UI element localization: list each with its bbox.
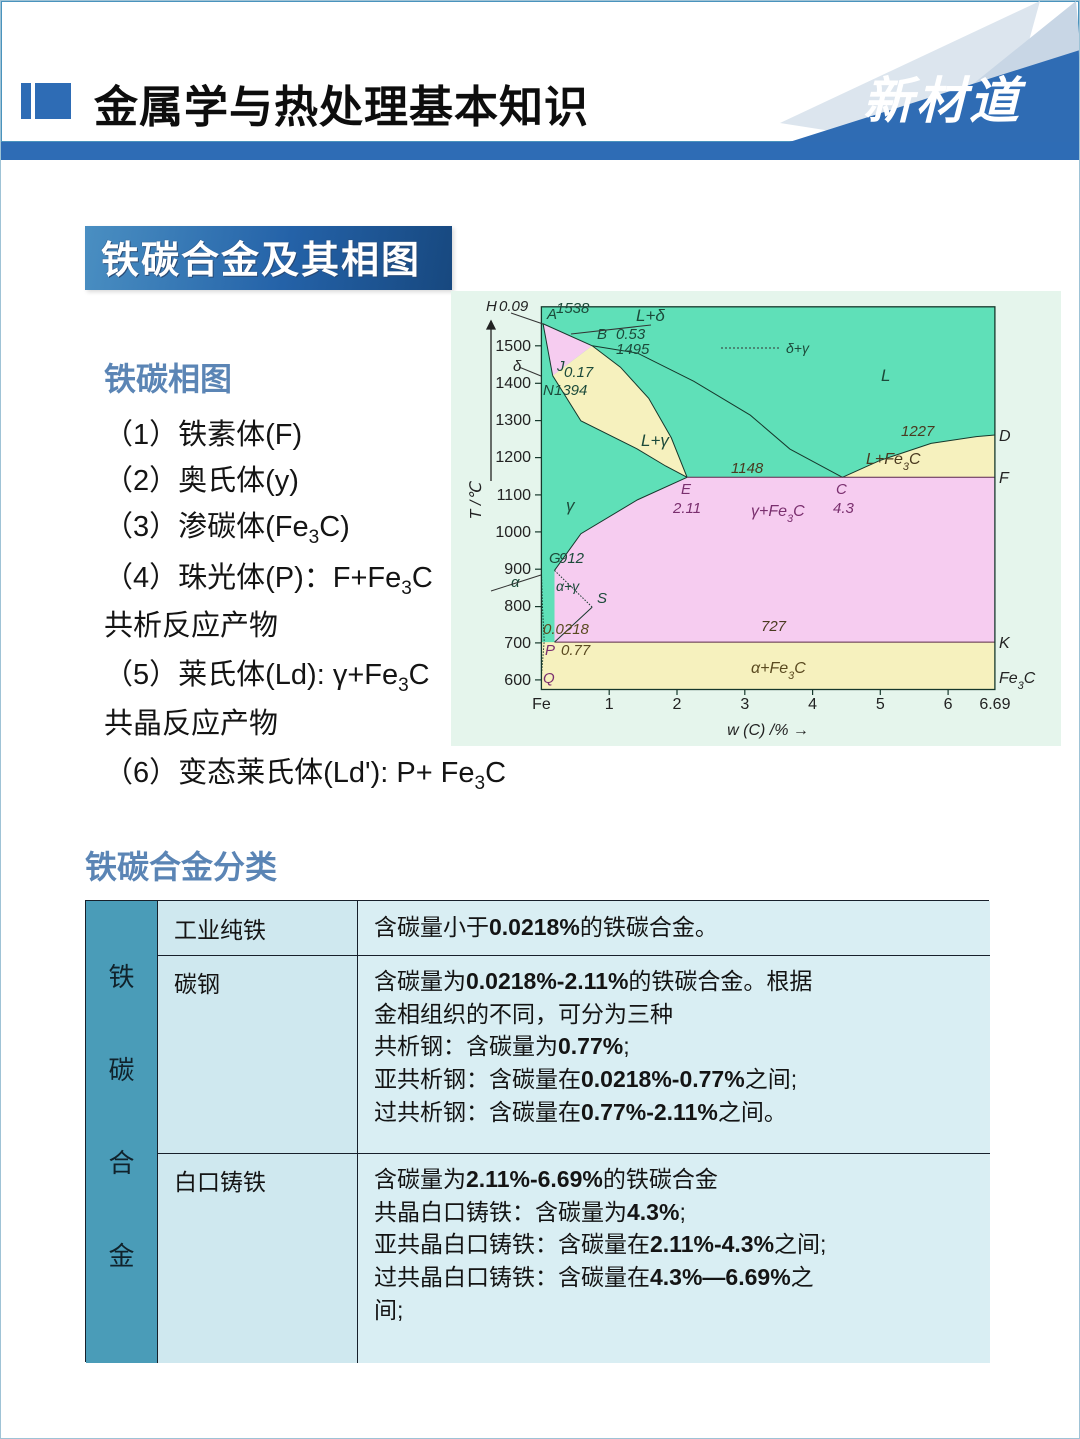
svg-text:P: P [545,642,555,659]
svg-text:H: H [486,298,497,315]
svg-text:1500: 1500 [495,338,531,355]
svg-text:B: B [597,326,607,343]
svg-text:2: 2 [673,696,682,713]
svg-text:T /℃: T /℃ [468,481,485,520]
svg-text:δ: δ [513,358,522,375]
svg-text:Fe3C: Fe3C [999,670,1036,692]
svg-text:912: 912 [559,550,585,567]
svg-text:5: 5 [876,696,885,713]
svg-text:1538: 1538 [556,300,590,317]
svg-text:L: L [881,366,890,385]
svg-text:4: 4 [808,696,817,713]
svg-text:w (C) /% →: w (C) /% → [727,722,809,739]
svg-text:3: 3 [740,696,749,713]
svg-text:6: 6 [944,696,953,713]
svg-text:6.69: 6.69 [979,696,1010,713]
svg-text:0.0218: 0.0218 [543,621,590,638]
svg-text:Fe: Fe [532,696,551,713]
svg-text:N: N [543,382,554,399]
svg-text:4.3: 4.3 [833,500,855,517]
svg-text:K: K [999,635,1011,652]
svg-text:1394: 1394 [554,382,587,399]
svg-text:0.17: 0.17 [564,364,594,381]
svg-text:0.09: 0.09 [499,298,529,315]
svg-text:2.11: 2.11 [672,500,701,517]
svg-text:S: S [597,590,607,607]
svg-text:1300: 1300 [495,412,531,429]
svg-text:δ+γ: δ+γ [786,340,810,356]
svg-text:700: 700 [504,635,531,652]
svg-text:0.77: 0.77 [561,642,591,659]
svg-text:1148: 1148 [731,460,764,477]
svg-text:C: C [836,481,847,498]
svg-text:L+γ: L+γ [641,431,670,450]
svg-text:1200: 1200 [495,449,531,466]
svg-text:600: 600 [504,672,531,689]
svg-text:1400: 1400 [495,375,531,392]
svg-text:1227: 1227 [901,423,935,440]
svg-text:Q: Q [543,670,555,687]
svg-text:1495: 1495 [616,341,650,358]
svg-text:L+δ: L+δ [636,306,665,325]
svg-text:1000: 1000 [495,524,531,541]
svg-text:1100: 1100 [497,487,532,504]
svg-text:D: D [999,428,1011,445]
svg-text:1: 1 [605,696,614,713]
svg-text:F: F [999,470,1010,487]
svg-text:E: E [681,481,692,498]
svg-text:727: 727 [761,618,787,635]
svg-text:α+γ: α+γ [556,578,580,594]
svg-text:800: 800 [504,598,531,615]
